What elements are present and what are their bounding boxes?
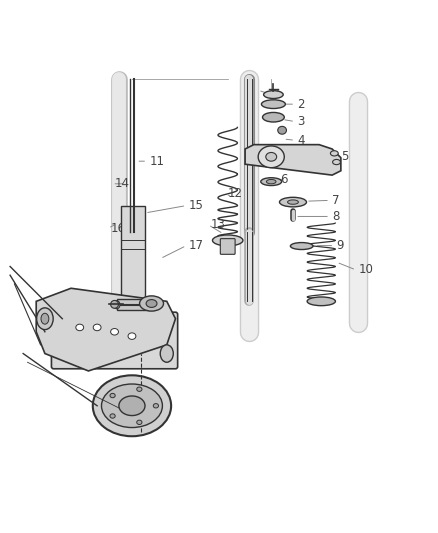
Ellipse shape — [261, 100, 286, 109]
Text: 1: 1 — [273, 88, 281, 101]
Ellipse shape — [307, 297, 336, 305]
Ellipse shape — [264, 91, 283, 99]
Text: 13: 13 — [210, 218, 225, 231]
FancyBboxPatch shape — [51, 312, 178, 369]
Ellipse shape — [93, 375, 171, 436]
Ellipse shape — [330, 151, 338, 156]
Text: 16: 16 — [110, 222, 125, 235]
Ellipse shape — [288, 200, 298, 204]
Ellipse shape — [111, 328, 118, 335]
Ellipse shape — [279, 197, 307, 207]
Text: 15: 15 — [188, 199, 203, 212]
Text: 6: 6 — [280, 173, 287, 186]
FancyBboxPatch shape — [220, 239, 235, 254]
Ellipse shape — [110, 414, 115, 418]
Text: 11: 11 — [149, 155, 164, 168]
Text: 2: 2 — [297, 98, 305, 111]
Text: 12: 12 — [228, 187, 243, 200]
Ellipse shape — [153, 403, 159, 408]
Ellipse shape — [278, 126, 286, 134]
Text: 14: 14 — [115, 177, 130, 190]
Ellipse shape — [128, 333, 136, 340]
Ellipse shape — [113, 301, 120, 309]
Ellipse shape — [266, 152, 277, 161]
Bar — [121, 206, 145, 301]
Ellipse shape — [160, 345, 173, 362]
Ellipse shape — [212, 235, 243, 246]
Ellipse shape — [137, 387, 142, 391]
Ellipse shape — [119, 396, 145, 416]
Ellipse shape — [93, 324, 101, 330]
Ellipse shape — [137, 420, 142, 424]
Text: 10: 10 — [358, 263, 373, 277]
Polygon shape — [36, 288, 176, 371]
Ellipse shape — [76, 324, 84, 330]
Ellipse shape — [110, 393, 115, 398]
Text: 4: 4 — [297, 134, 305, 147]
Ellipse shape — [266, 180, 276, 184]
Text: 8: 8 — [332, 210, 339, 223]
Ellipse shape — [111, 301, 118, 308]
Ellipse shape — [262, 112, 284, 122]
Ellipse shape — [37, 308, 53, 329]
Text: 17: 17 — [188, 239, 204, 252]
Ellipse shape — [41, 313, 49, 324]
Ellipse shape — [258, 146, 284, 168]
Text: 9: 9 — [336, 239, 344, 252]
FancyBboxPatch shape — [117, 299, 149, 310]
Ellipse shape — [140, 296, 163, 311]
Text: 7: 7 — [332, 194, 339, 207]
Ellipse shape — [146, 300, 157, 308]
Text: 5: 5 — [341, 150, 348, 163]
Ellipse shape — [102, 384, 162, 427]
Text: 3: 3 — [297, 115, 305, 128]
Ellipse shape — [332, 159, 340, 165]
Ellipse shape — [261, 177, 282, 185]
Ellipse shape — [290, 243, 313, 249]
Polygon shape — [245, 144, 341, 175]
